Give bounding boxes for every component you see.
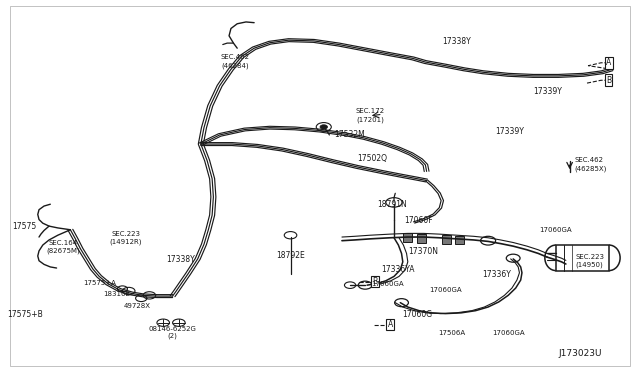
Text: 17502Q: 17502Q [358,154,388,163]
Text: SEC.462: SEC.462 [221,54,250,60]
Text: SEC.223: SEC.223 [111,231,140,237]
Text: (46284): (46284) [221,62,249,69]
Text: 17370N: 17370N [408,247,438,256]
Text: J173023U: J173023U [559,349,602,358]
Bar [556,245,609,270]
Text: 17532M: 17532M [335,131,365,140]
Text: (14950): (14950) [576,262,604,268]
Text: SEC.223: SEC.223 [575,254,604,260]
Text: (14912R): (14912R) [109,239,142,246]
Text: SEC.462: SEC.462 [574,157,603,163]
Text: 17506A: 17506A [438,330,465,336]
Text: 17575+A: 17575+A [83,280,116,286]
Text: 17060GA: 17060GA [539,227,572,233]
Text: 17060GA: 17060GA [492,330,524,336]
Text: 17339Y: 17339Y [533,87,562,96]
Text: 17339Y: 17339Y [495,127,525,136]
Text: 17060G: 17060G [402,310,432,319]
Text: (46285X): (46285X) [574,165,606,172]
Text: 17336YA: 17336YA [381,265,415,274]
Text: 17575: 17575 [12,222,36,231]
Text: 18792E: 18792E [276,251,305,260]
Text: 17338Y: 17338Y [442,38,471,46]
Text: 17336Y: 17336Y [483,270,511,279]
Text: (82675M): (82675M) [46,247,80,254]
Text: 17060GA: 17060GA [371,282,404,288]
Bar [417,234,426,243]
Text: 18791N: 18791N [377,200,407,209]
Text: 17060F: 17060F [404,216,433,225]
Text: 18316E: 18316E [103,291,129,296]
Text: SEC.164: SEC.164 [48,240,77,246]
Text: 17060GA: 17060GA [429,287,461,293]
Text: 08146-6252G: 08146-6252G [148,326,196,332]
Text: A: A [388,320,393,329]
Bar [455,235,463,244]
Text: (17201): (17201) [356,116,384,122]
Text: B: B [372,277,378,286]
Bar [403,233,412,242]
Text: B: B [606,76,611,85]
Bar [442,235,451,244]
Text: 49728X: 49728X [124,302,150,309]
Text: A: A [606,58,611,67]
Circle shape [320,125,328,129]
Text: SEC.172: SEC.172 [356,108,385,114]
Text: 17338Y: 17338Y [166,255,195,264]
Text: (2): (2) [168,332,177,339]
Text: 17575+B: 17575+B [7,310,43,319]
